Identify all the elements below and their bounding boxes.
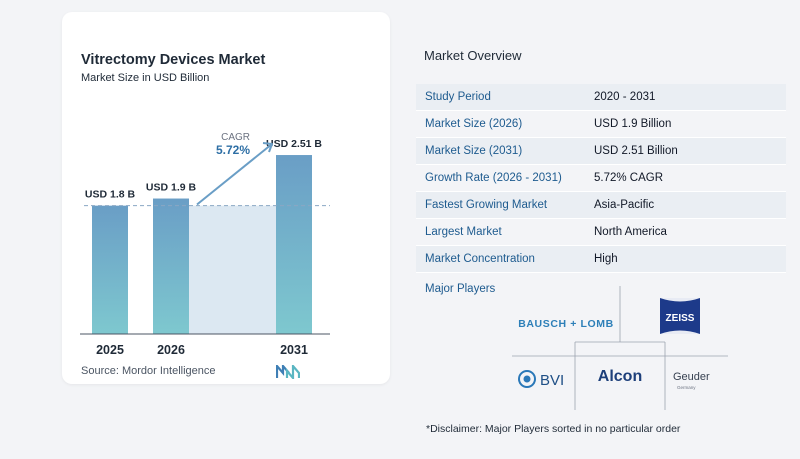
mordor-logo-icon [276, 365, 300, 379]
overview-row-value: North America [594, 226, 667, 238]
geuder-logo: Geuder Germany [673, 371, 710, 390]
overview-row: Market Concentration High [416, 246, 786, 273]
overview-row-value: 2020 - 2031 [594, 91, 656, 103]
overview-row-label: Market Size (2026) [425, 118, 523, 130]
overview-row: Market Size (2026) USD 1.9 Billion [416, 111, 786, 138]
cagr-label: CAGR [221, 132, 250, 143]
overview-row: Largest Market North America [416, 219, 786, 246]
cagr-arrow-head-icon [262, 142, 273, 153]
geuder-logo-text: Geuder [673, 371, 710, 383]
overview-row: Fastest Growing Market Asia-Pacific [416, 192, 786, 219]
overview-row: Market Size (2031) USD 2.51 Billion [416, 138, 786, 165]
cagr-arrow [196, 143, 273, 206]
overview-row-value: High [594, 253, 618, 265]
overview-row-value: 5.72% CAGR [594, 172, 664, 184]
x-tick-label: 2025 [96, 343, 124, 357]
data-label: USD 2.51 B [266, 138, 322, 150]
overview-row-value: USD 1.9 Billion [594, 118, 672, 130]
overview-row-label: Fastest Growing Market [425, 199, 548, 211]
x-tick-label: 2026 [157, 343, 185, 357]
chart-subtitle: Market Size in USD Billion [81, 72, 210, 84]
bausch-lomb-logo: BAUSCH + LOMB [518, 318, 614, 330]
players-title: Major Players [425, 283, 496, 295]
alcon-logo: Alcon [598, 368, 642, 385]
bvi-logo-text: BVI [540, 372, 564, 389]
bar-chart: USD 1.8 B USD 1.9 B USD 2.51 B 2025 2026 2031… [80, 132, 330, 357]
bar-2025 [92, 205, 128, 334]
bar-2026 [153, 198, 189, 334]
zeiss-logo-text: ZEISS [666, 313, 695, 324]
bvi-logo: BVI [518, 370, 564, 389]
overview-row-label: Growth Rate (2026 - 2031) [425, 172, 562, 184]
overview-row-label: Market Size (2031) [425, 145, 523, 157]
overview-row-label: Study Period [425, 91, 491, 103]
data-label: USD 1.8 B [85, 189, 136, 201]
chart-title: Vitrectomy Devices Market [81, 52, 266, 68]
overview-row-value: Asia-Pacific [594, 199, 655, 211]
overview-row: Growth Rate (2026 - 2031) 5.72% CAGR [416, 165, 786, 192]
disclaimer: *Disclaimer: Major Players sorted in no … [426, 423, 681, 435]
reference-band [189, 205, 276, 334]
overview-row-label: Largest Market [425, 226, 502, 238]
source-note: Source: Mordor Intelligence [81, 365, 216, 377]
overview-row-value: USD 2.51 Billion [594, 145, 678, 157]
chart-card: USD 1.8 B USD 1.9 B USD 2.51 B 2025 2026 2031… [62, 12, 390, 384]
x-tick-label: 2031 [280, 343, 308, 357]
data-label: USD 1.9 B [146, 182, 197, 194]
overview-row: Study Period 2020 - 2031 [416, 84, 786, 111]
cagr-value: 5.72% [216, 143, 250, 157]
overview-title: Market Overview [424, 48, 522, 63]
players-logo-grid: BAUSCH + LOMB ZEISS BVI Alcon Geuder Ger… [512, 286, 728, 410]
bar-2031 [276, 155, 312, 334]
geuder-logo-subtext: Germany [677, 385, 696, 390]
overview-row-label: Market Concentration [425, 253, 535, 265]
zeiss-logo: ZEISS [660, 298, 700, 334]
